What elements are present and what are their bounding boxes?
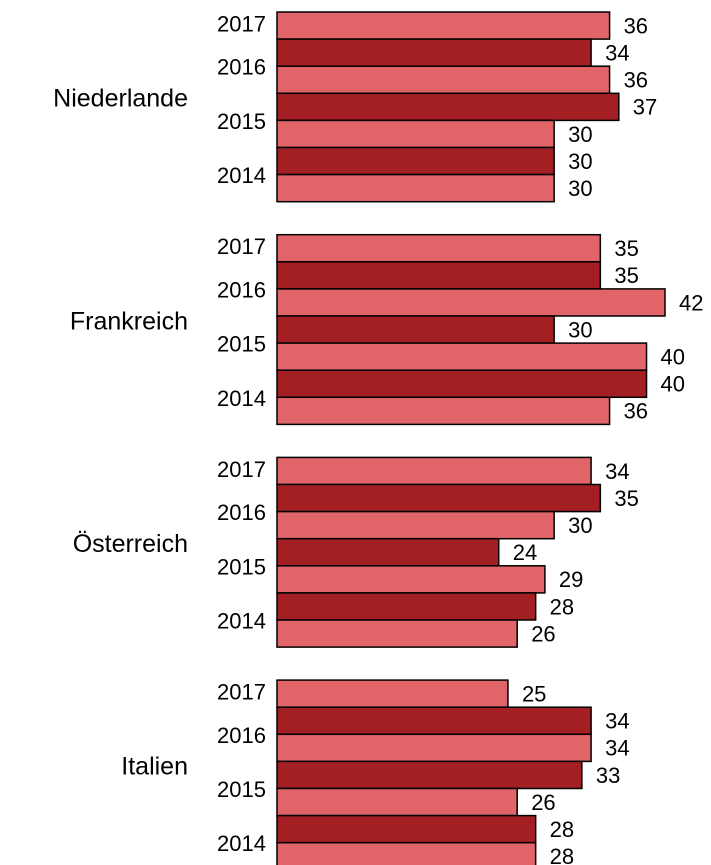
bar [276, 565, 546, 594]
bar [276, 841, 537, 865]
value-label: 33 [596, 763, 620, 788]
group-label: Österreich [73, 530, 188, 558]
value-label: 24 [513, 540, 537, 565]
bar [276, 342, 648, 371]
value-label: 26 [531, 790, 555, 815]
bar [276, 679, 509, 708]
year-label: 2015 [217, 777, 266, 802]
bar [276, 592, 537, 621]
bar [276, 537, 500, 567]
year-label: 2014 [217, 831, 266, 856]
bar [276, 733, 592, 763]
value-label: 36 [624, 399, 648, 424]
value-label: 36 [624, 13, 648, 38]
bar [276, 619, 518, 648]
value-label: 29 [559, 567, 583, 592]
year-label: 2014 [217, 609, 266, 634]
year-label: 2014 [217, 163, 266, 188]
value-label: 34 [605, 40, 629, 65]
bar [276, 11, 611, 40]
value-label: 35 [614, 263, 638, 288]
value-label: 35 [614, 236, 638, 261]
year-label: 2014 [217, 386, 266, 411]
value-label: 28 [550, 817, 574, 842]
value-label: 37 [633, 95, 657, 120]
year-label: 2016 [217, 55, 266, 80]
value-label: 40 [661, 344, 685, 369]
bar [276, 814, 537, 844]
value-label: 30 [568, 513, 592, 538]
value-label: 30 [568, 122, 592, 147]
value-label: 34 [605, 459, 629, 484]
year-label: 2016 [217, 277, 266, 302]
bar [276, 92, 620, 122]
value-label: 30 [568, 317, 592, 342]
value-label: 30 [568, 176, 592, 201]
bar [276, 706, 592, 736]
bar [276, 787, 518, 817]
value-label: 35 [614, 486, 638, 511]
year-label: 2017 [217, 11, 266, 36]
group-label: Niederlande [53, 85, 188, 113]
bar [276, 38, 592, 67]
year-label: 2015 [217, 109, 266, 134]
year-label: 2017 [217, 679, 266, 704]
value-label: 28 [550, 844, 574, 865]
value-label: 36 [624, 68, 648, 93]
value-label: 42 [679, 290, 703, 315]
bar [276, 510, 555, 540]
value-label: 26 [531, 621, 555, 646]
year-label: 2015 [217, 332, 266, 357]
bar [276, 119, 555, 149]
group-label: Frankreich [70, 307, 188, 335]
bar [276, 760, 583, 790]
value-label: 25 [522, 681, 546, 706]
bar [276, 65, 611, 95]
group-label: Italien [121, 753, 188, 781]
bar [276, 483, 602, 513]
bar [276, 233, 602, 263]
year-label: 2016 [217, 723, 266, 748]
bar [276, 396, 611, 426]
year-label: 2017 [217, 234, 266, 259]
bar [276, 456, 592, 486]
bar [276, 288, 666, 317]
value-label: 28 [550, 594, 574, 619]
value-label: 40 [661, 372, 685, 397]
year-label: 2017 [217, 457, 266, 482]
value-label: 34 [605, 736, 629, 761]
bar [276, 369, 648, 399]
bar [276, 173, 555, 203]
bar [276, 315, 555, 344]
year-label: 2015 [217, 554, 266, 579]
value-label: 34 [605, 709, 629, 734]
year-label: 2016 [217, 500, 266, 525]
bar [276, 261, 602, 290]
bar [276, 146, 555, 176]
value-label: 30 [568, 149, 592, 174]
